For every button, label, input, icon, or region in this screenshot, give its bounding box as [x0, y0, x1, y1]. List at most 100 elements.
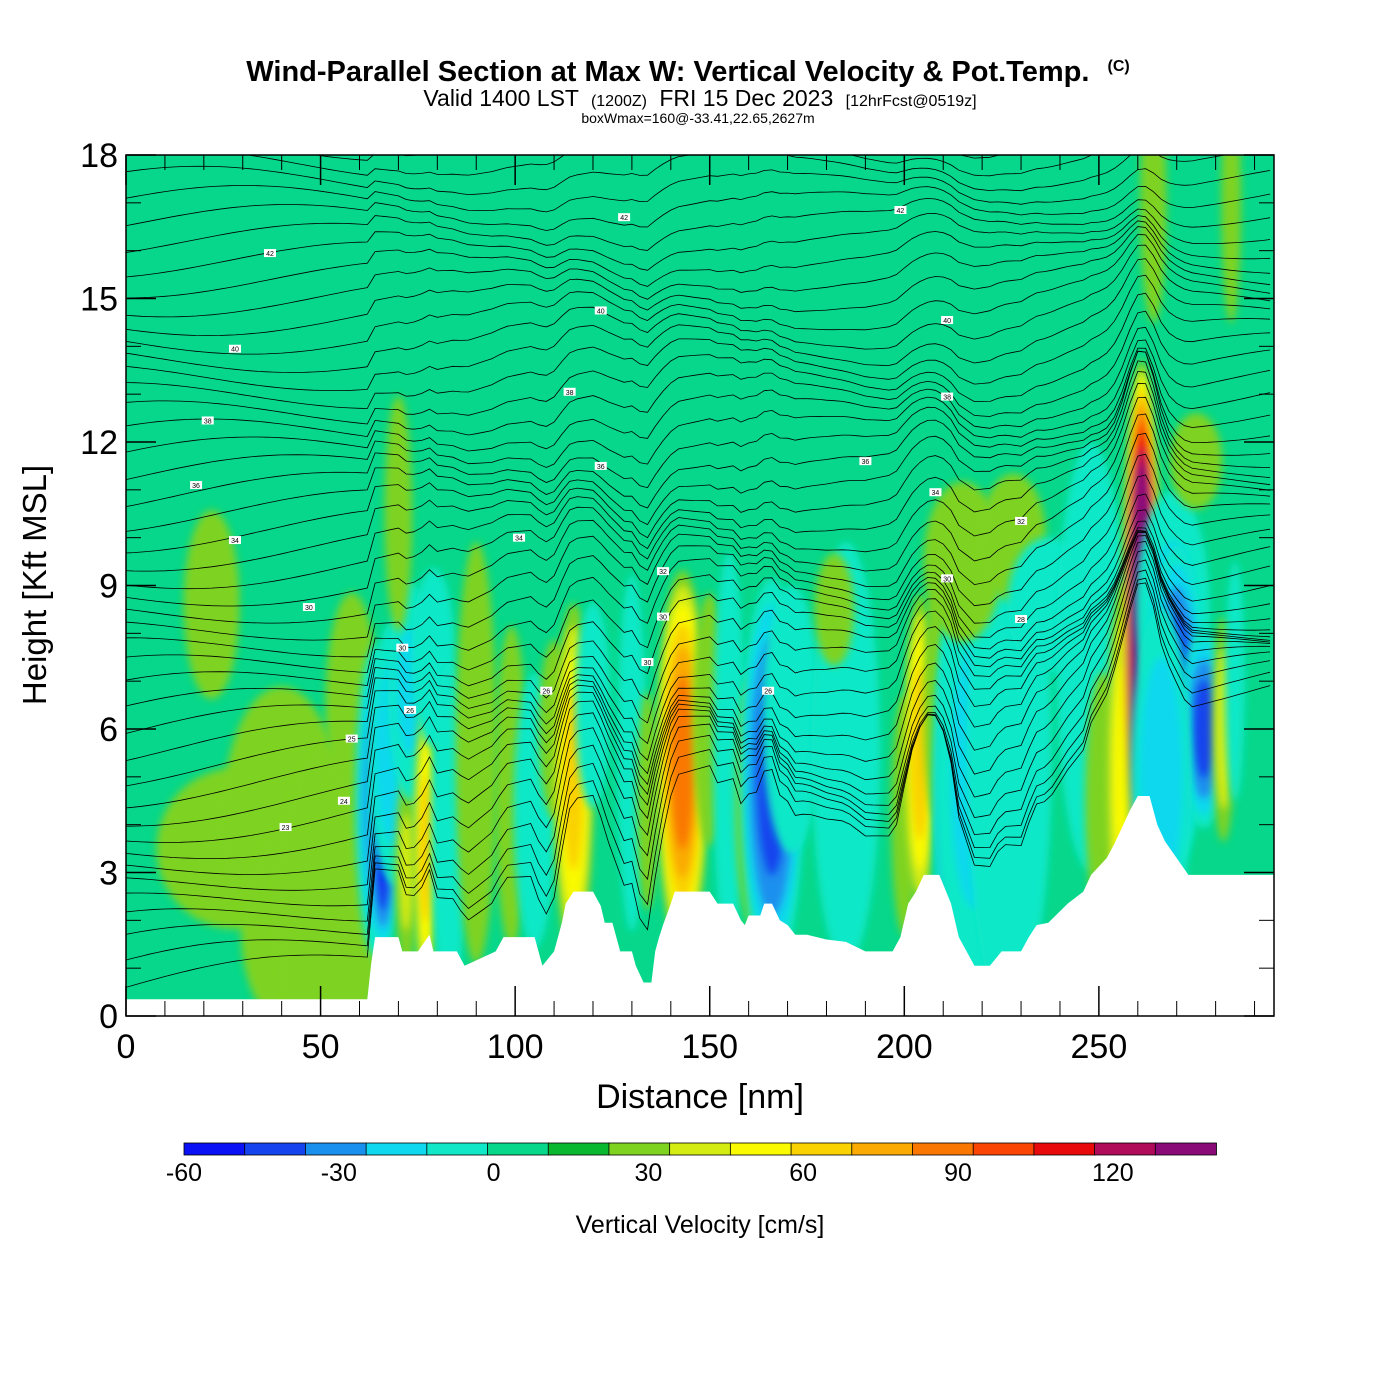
- theta-label: 30: [396, 643, 409, 653]
- theta-contour: [126, 339, 1271, 480]
- theta-label: 26: [404, 705, 417, 715]
- colorbar-swatch: [244, 1142, 307, 1156]
- theta-label: 30: [302, 603, 315, 612]
- svg-text:34: 34: [231, 538, 239, 545]
- theta-contour: [126, 244, 1271, 373]
- colorbar-swatch: [426, 1142, 489, 1156]
- theta-contour: [126, 326, 1271, 453]
- w-band: [1170, 412, 1223, 510]
- svg-text:40: 40: [943, 318, 951, 325]
- colorbar-tick-label: 120: [1092, 1159, 1134, 1187]
- svg-text:42: 42: [897, 208, 905, 215]
- theta-contour: [126, 155, 1228, 196]
- theta-labels: 42 42 42 40 40 40 38 38 38 36 36 36 34 34 34 32 32 30 30 30…: [190, 206, 1028, 832]
- colorbar-tick-label: 30: [634, 1159, 662, 1187]
- colorbar-tick-label: 0: [487, 1159, 501, 1187]
- theta-label: 30: [641, 658, 654, 667]
- colorbar-swatch: [547, 1142, 610, 1156]
- svg-text:30: 30: [659, 615, 667, 622]
- x-tick-label: 200: [876, 1028, 933, 1066]
- x-tick-label: 50: [302, 1028, 340, 1066]
- w-band: [183, 510, 240, 700]
- theta-label: 40: [594, 306, 607, 315]
- theta-label: 38: [201, 416, 214, 425]
- plot-area: 42 42 42 40 40 40 38 38 38 36 36 36 34 34 34 32 32 30 30 30…: [126, 155, 1274, 1016]
- w-band: [455, 541, 497, 964]
- theta-contour: [126, 582, 1271, 988]
- svg-text:26: 26: [764, 689, 772, 696]
- svg-text:34: 34: [932, 490, 940, 497]
- theta-contour: [246, 155, 1094, 177]
- theta-contour: [126, 577, 1271, 961]
- theta-contour: [126, 474, 1271, 686]
- title-group: Wind-Parallel Section at Max W: Vertical…: [246, 56, 1129, 126]
- svg-text:38: 38: [204, 418, 212, 425]
- w-cell: [814, 553, 854, 666]
- theta-contour: [126, 549, 1271, 907]
- svg-text:24: 24: [340, 799, 348, 806]
- x-axis-label: Distance [nm]: [596, 1078, 804, 1116]
- w-cell: [395, 772, 418, 973]
- svg-text:23: 23: [282, 825, 290, 832]
- theta-contour: [126, 233, 1271, 355]
- y-tick-label: 6: [99, 711, 118, 749]
- theta-contour: [126, 274, 1271, 409]
- svg-text:36: 36: [192, 483, 200, 490]
- svg-text:40: 40: [231, 347, 239, 354]
- svg-text:25: 25: [348, 737, 356, 744]
- y-tick-label: 3: [99, 855, 118, 893]
- theta-contour: [126, 258, 1271, 391]
- theta-label: 24: [337, 796, 350, 806]
- colorbar-swatch: [669, 1142, 732, 1156]
- theta-contour: [126, 413, 1271, 641]
- theta-label: 23: [279, 823, 292, 832]
- theta-contour: [126, 310, 1271, 438]
- theta-label: 30: [657, 612, 670, 622]
- w-cell: [1221, 155, 1241, 324]
- svg-text:36: 36: [597, 464, 605, 471]
- chart-title-suffix: (C): [1107, 58, 1129, 75]
- theta-label: 42: [618, 213, 631, 222]
- theta-label: 36: [594, 461, 607, 471]
- theta-label: 34: [513, 533, 526, 543]
- x-tick-label: 0: [117, 1028, 136, 1066]
- colorbar-swatch: [1154, 1142, 1217, 1156]
- theta-contour: [126, 559, 1271, 922]
- colorbar-swatch: [851, 1142, 914, 1156]
- potential-temperature-contours: [126, 155, 1271, 988]
- theta-contour: [126, 569, 1271, 935]
- y-tick-label: 9: [99, 568, 118, 606]
- theta-label: 38: [941, 392, 954, 402]
- theta-contour: [126, 540, 1271, 891]
- theta-label: 42: [263, 249, 276, 258]
- svg-text:38: 38: [943, 395, 951, 402]
- svg-text:36: 36: [861, 459, 869, 466]
- y-tick-label: 12: [80, 424, 118, 462]
- theta-contour: [126, 530, 1271, 843]
- svg-text:30: 30: [398, 646, 406, 653]
- theta-label: 26: [540, 686, 553, 696]
- theta-label: 42: [894, 206, 907, 215]
- vertical-velocity-cells: [156, 155, 1245, 1016]
- theta-label: 26: [762, 686, 775, 696]
- theta-label: 40: [941, 316, 954, 325]
- svg-text:28: 28: [1017, 617, 1025, 624]
- colorbar-tick-label: 90: [944, 1159, 972, 1187]
- colorbar-swatch: [1033, 1142, 1096, 1156]
- svg-text:26: 26: [406, 708, 414, 715]
- colorbar-swatch: [790, 1142, 853, 1156]
- x-tick-label: 250: [1071, 1028, 1128, 1066]
- svg-text:26: 26: [542, 689, 550, 696]
- colorbar-swatch: [972, 1142, 1035, 1156]
- x-tick-label: 150: [681, 1028, 738, 1066]
- theta-contour: [126, 509, 1271, 734]
- colorbar-swatch: [365, 1142, 428, 1156]
- theta-contour: [126, 493, 1271, 707]
- colorbar-swatch: [305, 1142, 368, 1156]
- w-cell: [384, 395, 413, 632]
- w-band: [1140, 155, 1167, 324]
- theta-label: 25: [345, 734, 358, 744]
- theta-contour: [126, 197, 1271, 253]
